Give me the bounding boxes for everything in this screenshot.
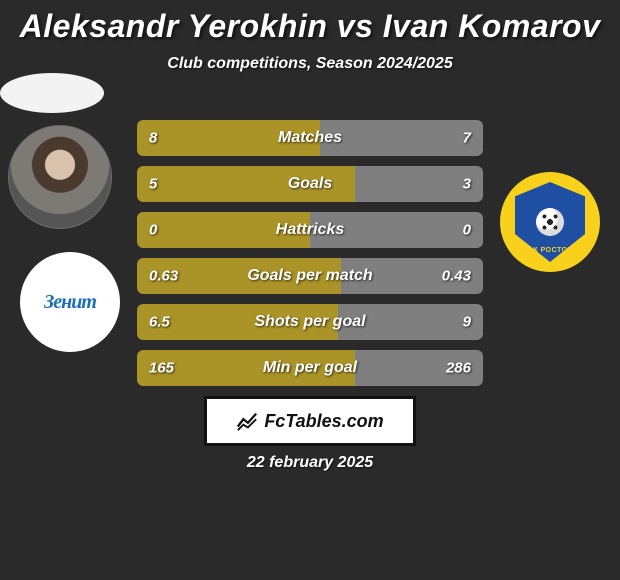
stat-value-right: 286 (446, 360, 471, 377)
stats-list: 8 7 Matches 5 3 Goals 0 0 Hattricks 0.63 0.43 Goals… (137, 120, 483, 396)
stat-row: 6.5 9 Shots per goal (137, 304, 483, 340)
shield-icon: ФК РОСТОВ (515, 182, 585, 262)
stat-value-right: 7 (463, 130, 471, 147)
stat-value-left: 165 (149, 360, 174, 377)
stat-value-right: 3 (463, 176, 471, 193)
stat-value-left: 8 (149, 130, 157, 147)
stat-value-right: 0 (463, 222, 471, 239)
date-label: 22 february 2025 (0, 454, 620, 472)
stat-label: Goals per match (247, 267, 372, 285)
stat-label: Hattricks (276, 221, 344, 239)
stat-row: 0 0 Hattricks (137, 212, 483, 248)
player1-avatar (8, 125, 112, 229)
stat-value-left: 0.63 (149, 268, 178, 285)
stat-value-left: 6.5 (149, 314, 170, 331)
stat-row: 5 3 Goals (137, 166, 483, 202)
brand-text: FcTables.com (264, 411, 383, 432)
stat-value-right: 0.43 (442, 268, 471, 285)
stat-label: Matches (278, 129, 342, 147)
stat-row: 0.63 0.43 Goals per match (137, 258, 483, 294)
player2-avatar (0, 73, 104, 113)
soccer-ball-icon (536, 208, 564, 236)
club-left-label: Зенит (44, 291, 96, 314)
stat-row: 165 286 Min per goal (137, 350, 483, 386)
stat-label: Goals (288, 175, 332, 193)
stat-row: 8 7 Matches (137, 120, 483, 156)
comparison-card: Aleksandr Yerokhin vs Ivan Komarov Club … (0, 0, 620, 580)
brand-box: FcTables.com (204, 396, 416, 446)
stat-value-right: 9 (463, 314, 471, 331)
stat-value-left: 5 (149, 176, 157, 193)
club-left-badge: Зенит (20, 252, 120, 352)
club-right-badge: ФК РОСТОВ (500, 172, 600, 272)
club-right-label: ФК РОСТОВ (527, 247, 573, 254)
subtitle: Club competitions, Season 2024/2025 (0, 55, 620, 73)
chart-icon (236, 410, 258, 432)
stat-label: Min per goal (263, 359, 357, 377)
stat-bar-right (320, 120, 483, 156)
stat-value-left: 0 (149, 222, 157, 239)
page-title: Aleksandr Yerokhin vs Ivan Komarov (0, 0, 620, 45)
stat-label: Shots per goal (254, 313, 365, 331)
